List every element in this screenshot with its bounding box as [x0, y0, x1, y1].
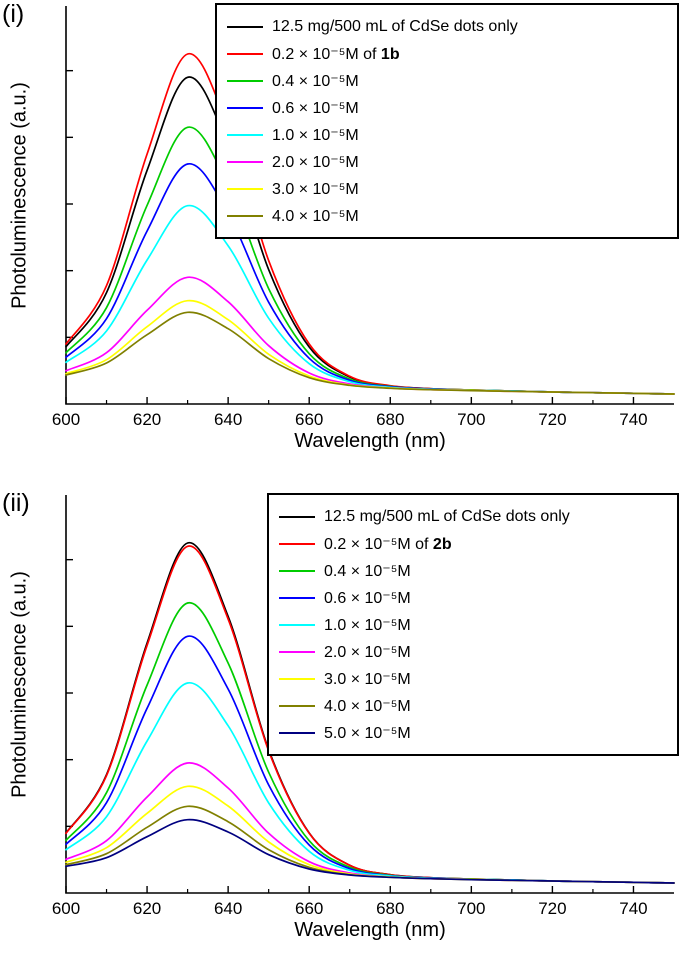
legend-item: 2.0 × 10⁻⁵M — [227, 148, 667, 175]
x-tick-label: 740 — [619, 899, 647, 918]
legend-item: 1.0 × 10⁻⁵M — [227, 121, 667, 148]
x-tick-label: 720 — [538, 410, 566, 429]
legend-item-label: 0.6 × 10⁻⁵M — [324, 589, 411, 607]
legend-line-sample — [279, 677, 315, 680]
series-line — [65, 276, 675, 395]
x-tick-label: 680 — [376, 410, 404, 429]
legend-line-sample — [227, 106, 263, 109]
series-line — [65, 818, 675, 884]
legend-item-label: 12.5 mg/500 mL of CdSe dots only — [324, 507, 570, 525]
x-tick-label: 640 — [214, 899, 242, 918]
legend-line-sample — [279, 623, 315, 626]
series-line — [65, 785, 675, 884]
legend-item: 12.5 mg/500 mL of CdSe dots only — [279, 503, 667, 530]
legend-item-label: 0.2 × 10⁻⁵M of 1b — [272, 45, 400, 63]
legend-item: 4.0 × 10⁻⁵M — [227, 202, 667, 229]
legend-box: 12.5 mg/500 mL of CdSe dots only 0.2 × 10… — [215, 3, 679, 239]
legend-line-sample — [227, 52, 263, 55]
legend-item: 0.6 × 10⁻⁵M — [279, 584, 667, 611]
chart-panel-i: (i) Photoluminescence (a.u.) 600 620 640 66… — [0, 0, 682, 470]
legend-line-sample — [279, 731, 315, 734]
x-tick-label: 620 — [133, 899, 161, 918]
x-tick-label: 740 — [619, 410, 647, 429]
series-line — [65, 299, 675, 395]
plot-area: 600 620 640 660 680 700 720 740 — [52, 6, 675, 429]
series-line — [65, 762, 675, 884]
x-tick-label: 660 — [295, 899, 323, 918]
legend-item: 3.0 × 10⁻⁵M — [279, 665, 667, 692]
legend-item-label: 1.0 × 10⁻⁵M — [324, 616, 411, 634]
legend-line-sample — [227, 25, 263, 28]
x-tick-label: 700 — [457, 410, 485, 429]
legend-line-sample — [279, 569, 315, 572]
x-tick-label: 640 — [214, 410, 242, 429]
legend-box: 12.5 mg/500 mL of CdSe dots only 0.2 × 10… — [267, 493, 679, 756]
legend-item: 12.5 mg/500 mL of CdSe dots only — [227, 13, 667, 40]
legend-item-label: 0.6 × 10⁻⁵M — [272, 99, 359, 117]
legend-line-sample — [227, 214, 263, 217]
legend-line-sample — [227, 79, 263, 82]
legend-line-sample — [279, 704, 315, 707]
legend-item-label: 3.0 × 10⁻⁵M — [324, 670, 411, 688]
legend-line-sample — [227, 187, 263, 190]
panel-label: (i) — [2, 0, 25, 28]
legend-item-label: 12.5 mg/500 mL of CdSe dots only — [272, 17, 518, 35]
legend-item: 0.6 × 10⁻⁵M — [227, 94, 667, 121]
legend-item: 0.2 × 10⁻⁵M of 2b — [279, 530, 667, 557]
x-tick-label: 700 — [457, 899, 485, 918]
legend-item: 5.0 × 10⁻⁵M — [279, 719, 667, 746]
x-tick-label: 600 — [52, 899, 80, 918]
plot-area: 600 620 640 660 680 700 720 740 — [52, 495, 675, 918]
legend-item-label: 0.4 × 10⁻⁵M — [324, 562, 411, 580]
legend-item: 4.0 × 10⁻⁵M — [279, 692, 667, 719]
legend-item: 1.0 × 10⁻⁵M — [279, 611, 667, 638]
legend-item-label: 2.0 × 10⁻⁵M — [324, 643, 411, 661]
x-tick-label: 660 — [295, 410, 323, 429]
chart-panel-ii: (ii) Photoluminescence (a.u.) 600 620 640 6… — [0, 489, 682, 959]
legend-item-label: 1.0 × 10⁻⁵M — [272, 126, 359, 144]
x-tick-label: 680 — [376, 899, 404, 918]
x-tick-label: 620 — [133, 410, 161, 429]
legend-line-sample — [279, 515, 315, 518]
legend-item: 3.0 × 10⁻⁵M — [227, 175, 667, 202]
legend-line-sample — [279, 650, 315, 653]
series-line — [65, 311, 675, 395]
panel-label: (ii) — [2, 489, 30, 517]
legend-item-label: 3.0 × 10⁻⁵M — [272, 180, 359, 198]
legend-line-sample — [227, 160, 263, 163]
legend-line-sample — [279, 542, 315, 545]
legend-item: 0.4 × 10⁻⁵M — [279, 557, 667, 584]
x-axis-title: Wavelength (nm) — [294, 919, 446, 941]
x-axis-title: Wavelength (nm) — [294, 430, 446, 452]
legend-item-label: 2.0 × 10⁻⁵M — [272, 153, 359, 171]
legend-item-label: 0.4 × 10⁻⁵M — [272, 72, 359, 90]
x-tick-label: 720 — [538, 899, 566, 918]
legend-item-label: 0.2 × 10⁻⁵M of 2b — [324, 535, 452, 553]
legend-item: 0.4 × 10⁻⁵M — [227, 67, 667, 94]
x-tick-label: 600 — [52, 410, 80, 429]
legend-item: 0.2 × 10⁻⁵M of 1b — [227, 40, 667, 67]
legend-item-label: 4.0 × 10⁻⁵M — [324, 697, 411, 715]
legend-line-sample — [279, 596, 315, 599]
legend-item-label: 4.0 × 10⁻⁵M — [272, 207, 359, 225]
legend-item: 2.0 × 10⁻⁵M — [279, 638, 667, 665]
legend-item-label: 5.0 × 10⁻⁵M — [324, 724, 411, 742]
legend-line-sample — [227, 133, 263, 136]
